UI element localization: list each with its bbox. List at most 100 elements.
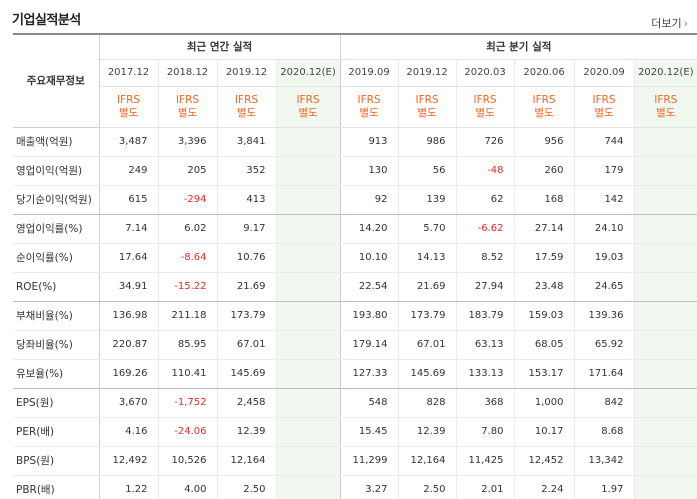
table-cell: 1,000	[513, 388, 575, 418]
table-cell: 828	[397, 388, 457, 418]
table-cell: 24.65	[573, 272, 635, 302]
table-cell: 179	[573, 156, 635, 186]
table-cell: 19.03	[573, 243, 635, 273]
table-cell: 10,526	[157, 446, 217, 476]
ifrs-badge: IFRS 별도	[455, 86, 515, 128]
table-cell: 2.24	[513, 475, 575, 499]
table-cell: 3,670	[99, 388, 158, 418]
table-cell: 193.80	[340, 301, 399, 331]
period-row: 2017.12 2018.12 2019.12 2020.12(E) 2019.09 20…	[13, 59, 697, 87]
ifrs-badge: IFRS 별도	[340, 86, 399, 128]
table-cell: 11,425	[455, 446, 515, 476]
table-cell: 21.69	[397, 272, 457, 302]
table-cell: 3,487	[99, 127, 158, 157]
ifrs-badge: IFRS 별도	[397, 86, 457, 128]
ifrs-badge: IFRS 별도	[513, 86, 575, 128]
more-link[interactable]: 더보기 ›	[651, 15, 688, 31]
table-cell: -294	[157, 185, 217, 215]
table-body: 매출액(억원) 3,487 3,396 3,841 913 986 726 956 744 영업이…	[13, 127, 697, 499]
table-cell: 56	[397, 156, 457, 186]
table-cell: 220.87	[99, 330, 158, 360]
table-cell	[633, 359, 697, 389]
table-cell: 7.14	[99, 214, 158, 244]
ifrs-badge: IFRS 별도	[216, 86, 276, 128]
table-cell: 368	[455, 388, 515, 418]
table-cell: 68.05	[513, 330, 575, 360]
financial-table: 주요재무정보 최근 연간 실적 최근 분기 실적 2017.12 2018.12 2…	[13, 33, 697, 499]
table-cell: 168	[513, 185, 575, 215]
table-cell: -48	[455, 156, 515, 186]
table-cell: 548	[340, 388, 399, 418]
table-cell: 67.01	[397, 330, 457, 360]
table-cell: 4.16	[99, 417, 158, 447]
table-cell: 23.48	[513, 272, 575, 302]
table-cell: 171.64	[573, 359, 635, 389]
table-cell	[275, 475, 341, 499]
table-cell: 12,164	[216, 446, 276, 476]
table-cell	[633, 388, 697, 418]
table-cell: 27.14	[513, 214, 575, 244]
row-label: 영업이익(억원)	[13, 156, 100, 186]
table-cell: 110.41	[157, 359, 217, 389]
period-header: 2019.09	[340, 59, 399, 87]
table-cell: 913	[340, 127, 399, 157]
table-cell: 169.26	[99, 359, 158, 389]
quarter-header: 최근 분기 실적	[340, 33, 697, 60]
row-label: 당좌비율(%)	[13, 330, 100, 360]
table-cell	[633, 330, 697, 360]
table-cell: 179.14	[340, 330, 399, 360]
table-cell: 413	[216, 185, 276, 215]
table-cell: 8.52	[455, 243, 515, 273]
table-cell: 145.69	[397, 359, 457, 389]
row-label: PBR(배)	[13, 475, 100, 499]
table-cell: 65.92	[573, 330, 635, 360]
table-cell: 615	[99, 185, 158, 215]
table-cell	[275, 359, 341, 389]
table-cell	[633, 446, 697, 476]
table-cell: 1.97	[573, 475, 635, 499]
table-cell: -8.64	[157, 243, 217, 273]
ifrs-badge: IFRS 별도	[275, 86, 341, 128]
table-cell: 726	[455, 127, 515, 157]
table-cell: 8.68	[573, 417, 635, 447]
table-cell: 139.36	[573, 301, 635, 331]
table-cell: 92	[340, 185, 399, 215]
table-cell: 153.17	[513, 359, 575, 389]
table-cell: 11,299	[340, 446, 399, 476]
annual-header: 최근 연간 실적	[99, 33, 341, 60]
table-cell	[275, 301, 341, 331]
period-header: 2020.03	[455, 59, 515, 87]
table-row: 당좌비율(%) 220.87 85.95 67.01 179.14 67.01 63.13 6…	[13, 330, 697, 360]
table-cell: 14.20	[340, 214, 399, 244]
table-cell: 2.01	[455, 475, 515, 499]
period-header: 2017.12	[99, 59, 158, 87]
table-row: 부채비율(%) 136.98 211.18 173.79 193.80 173.79 183…	[13, 301, 697, 331]
table-cell: 159.03	[513, 301, 575, 331]
table-cell: 10.76	[216, 243, 276, 273]
table-row: 유보율(%) 169.26 110.41 145.69 127.33 145.69 133.…	[13, 359, 697, 389]
table-cell: 986	[397, 127, 457, 157]
table-cell: 14.13	[397, 243, 457, 273]
period-header: 2020.09	[573, 59, 635, 87]
table-cell	[633, 475, 697, 499]
table-cell: 85.95	[157, 330, 217, 360]
table-cell: 34.91	[99, 272, 158, 302]
row-label: 당기순이익(억원)	[13, 185, 100, 215]
table-cell: 145.69	[216, 359, 276, 389]
table-cell: 260	[513, 156, 575, 186]
table-cell	[275, 330, 341, 360]
ifrs-row: IFRS 별도 IFRS 별도 IFRS 별도 IFRS 별도 IFRS 별도 IFRS 별도 IFRS…	[13, 86, 697, 128]
table-row: BPS(원) 12,492 10,526 12,164 11,299 12,164 11,4…	[13, 446, 697, 476]
table-cell	[275, 156, 341, 186]
period-header: 2018.12	[157, 59, 217, 87]
table-cell: -6.62	[455, 214, 515, 244]
table-cell: 6.02	[157, 214, 217, 244]
table-row: ROE(%) 34.91 -15.22 21.69 22.54 21.69 27.94 23.…	[13, 272, 697, 302]
table-cell	[633, 156, 697, 186]
table-cell: -24.06	[157, 417, 217, 447]
table-cell: 205	[157, 156, 217, 186]
table-cell: -1,752	[157, 388, 217, 418]
table-cell: 2,458	[216, 388, 276, 418]
section-title: 기업실적분석	[12, 13, 81, 28]
table-cell: 10.17	[513, 417, 575, 447]
